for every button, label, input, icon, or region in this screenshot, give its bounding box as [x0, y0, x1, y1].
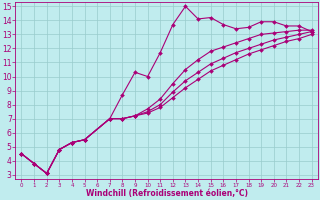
X-axis label: Windchill (Refroidissement éolien,°C): Windchill (Refroidissement éolien,°C)	[85, 189, 248, 198]
